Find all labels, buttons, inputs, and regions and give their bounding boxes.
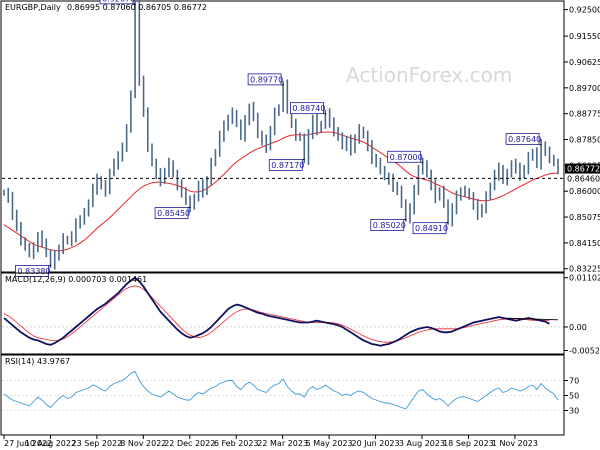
macd-title: MACD(12,26,9) 0.000703 0.001461 [5,275,147,284]
symbol-timeframe: EURGBP,Daily [5,3,61,12]
annotation-leader [48,264,51,266]
price-y-tick-label: 0.89700 [569,84,600,93]
annotation-label: 0.88740 [292,104,325,113]
watermark: ActionForex.com [346,63,512,87]
x-tick-label: 5 May 2023 [306,439,353,448]
annotation-box [15,265,49,277]
rsi-panel: 70 50 30 RSI(14) 43.9767 [0,354,579,436]
price-annotation: 0.92670 [99,0,136,5]
macd-trendline [503,317,559,321]
annotation-leader [188,206,191,208]
annotation-box [412,222,447,235]
annotation-label: 0.87000 [390,153,423,162]
moving-average-path [3,131,558,252]
x-tick-label: 22 Mar 2023 [257,439,308,448]
annotation-leader [403,218,407,220]
reference-price-label: 0.86460 [567,175,600,184]
reference-price-marker: 0.86460 [565,173,600,184]
annotation-label: 0.84910 [415,224,448,233]
annotation-box [290,102,324,115]
price-y-tick-label: 0.83225 [569,265,600,274]
annotation-box [99,0,134,5]
annotation-label: 0.89770 [250,75,283,84]
annotation-box [387,150,422,163]
price-title: EURGBP,Daily 0.86995 0.87060 0.86705 0.8… [5,3,207,12]
price-annotation: 0.88740 [290,102,326,115]
price-bars [3,0,559,270]
price-annotation: 0.87000 [387,150,424,164]
price-annotation: 0.87640 [505,132,542,146]
x-tick-label: 1 Nov 2023 [492,439,538,448]
x-tick-label: 3 Aug 2023 [399,439,445,448]
annotation-box [247,73,282,86]
x-tick-label: 8 Nov 2022 [120,439,166,448]
x-tick-label: 18 Sep 2023 [443,439,494,448]
annotation-label: 0.85020 [373,221,406,230]
moving-average-line [3,131,558,252]
price-y-tick-label: 0.86000 [569,187,600,196]
rsi-line [3,370,559,410]
ohlc-values: 0.86995 0.87060 0.86705 0.86772 [67,3,207,12]
x-tick-label: 10 Aug 2022 [25,439,76,448]
macd-panel: 0.011027 0.00 -0.005267 MACD(12,26,9) 0.00… [0,272,600,356]
annotation-box [370,219,405,231]
current-price-marker: 0.86772 [565,163,600,174]
x-tick-label: 6 Feb 2023 [214,439,259,448]
price-panel-frame [0,0,565,273]
rsi-y-tick-label: 30 [569,407,579,416]
rsi-y-tick-label: 70 [569,377,579,386]
annotation-label: 0.85450 [157,209,190,218]
macd-y-tick-label: 0.011027 [569,274,600,283]
annotation-leader [420,161,424,164]
annotation-leader [446,221,449,224]
price-y-tick-label: 0.87850 [569,136,600,145]
price-y-tick-label: 0.90625 [569,58,600,67]
annotation-leader [133,3,136,5]
price-annotation: 0.87170 [268,158,305,171]
macd-y-tick-label: 0.00 [569,323,587,332]
rsi-lines [2,370,563,411]
annotation-leader [302,158,305,160]
current-price-box [565,163,600,174]
annotation-label: 0.87640 [508,135,541,144]
annotation-leader [323,113,326,115]
x-tick-label: 20 Jun 2023 [351,439,399,448]
x-tick-label: 22 Dec 2022 [164,439,215,448]
x-tick-label: 27 Jun 2022 [4,439,52,448]
macd-lines [2,276,563,347]
annotation-box [505,132,540,145]
reference-price-box [565,173,600,184]
price-y-tick-label: 0.91550 [569,32,600,41]
price-annotation: 0.84910 [412,221,449,235]
macd-panel-frame [0,272,565,355]
price-y-tick-label: 0.84150 [569,239,600,248]
rsi-y-tick-label: 50 [569,392,579,401]
rsi-y-axis: 70 50 30 [564,377,579,416]
annotation-label: 0.87170 [271,161,304,170]
price-annotation: 0.85020 [370,218,407,231]
price-annotation: 0.89770 [247,73,284,86]
annotation-label: 0.92670 [102,0,135,3]
annotation-leader [281,84,284,86]
annotation-box [154,207,189,219]
rsi-title: RSI(14) 43.9767 [5,357,70,366]
price-panel: ActionForex.com 0.92670 0.83380 0.85450 0.8… [0,0,600,277]
x-tick-label: 23 Sep 2022 [72,439,123,448]
annotation-leader [539,143,542,146]
annotation-box [268,159,303,171]
price-annotations: 0.92670 0.83380 0.85450 0.89770 0.87170 0.887… [15,0,542,277]
price-annotation: 0.85450 [154,206,191,219]
macd-line [3,276,550,347]
price-y-tick-label: 0.92500 [569,6,600,15]
price-y-tick-label: 0.88775 [569,110,600,119]
annotation-label: 0.83380 [18,267,51,276]
price-y-tick-label: 0.85075 [569,213,600,222]
price-annotation: 0.83380 [15,264,51,277]
current-price-label: 0.86772 [567,165,600,174]
macd-y-axis: 0.011027 0.00 -0.005267 [564,274,600,356]
macd-y-tick-label: -0.005267 [569,347,600,356]
